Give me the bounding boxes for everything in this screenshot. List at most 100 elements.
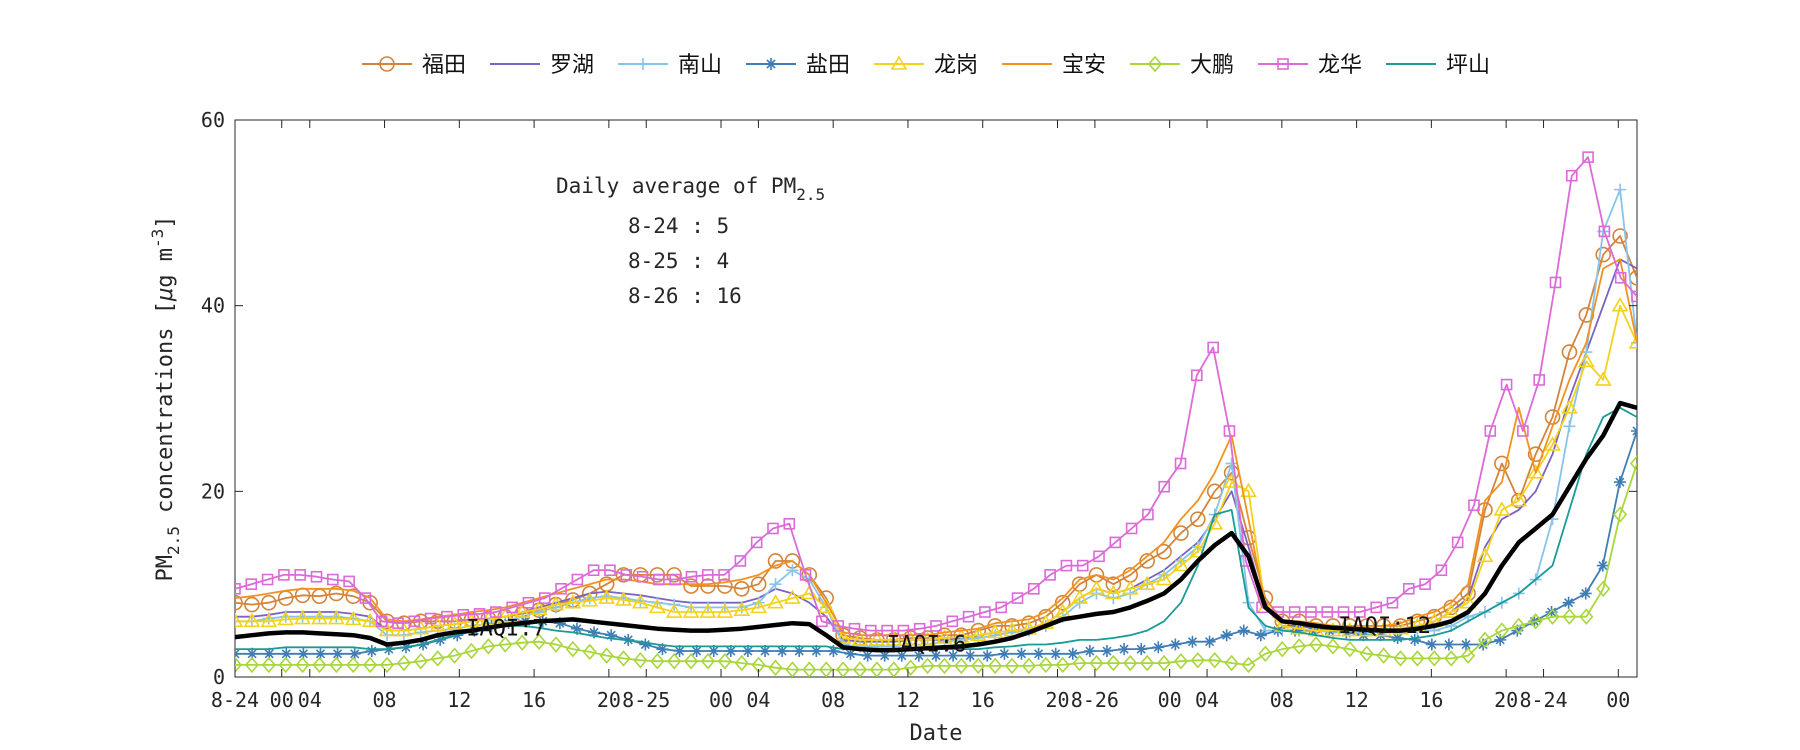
data-point-diamond bbox=[1147, 55, 1163, 73]
data-point-diamond bbox=[988, 657, 1003, 675]
data-point-square bbox=[897, 624, 910, 637]
data-point-square bbox=[864, 624, 877, 637]
data-point-star bbox=[1408, 633, 1421, 646]
data-point-triangle bbox=[1071, 589, 1088, 604]
data-point-triangle bbox=[547, 596, 565, 611]
legend-label: 罗湖 bbox=[550, 53, 594, 78]
data-point-square bbox=[245, 578, 258, 590]
data-point-triangle bbox=[1577, 352, 1595, 368]
data-point-square bbox=[261, 573, 274, 586]
data-point-diamond bbox=[447, 647, 462, 664]
data-point-star bbox=[810, 645, 823, 658]
data-point-square bbox=[832, 620, 844, 632]
data-point-square bbox=[604, 564, 616, 577]
legend-item: 罗湖 bbox=[490, 53, 594, 78]
x-tick-label: 12 bbox=[447, 688, 471, 712]
data-point-square bbox=[1598, 225, 1611, 238]
data-point-square bbox=[685, 570, 698, 583]
data-point-circle bbox=[1105, 576, 1122, 592]
data-point-square bbox=[848, 622, 861, 635]
data-point-diamond bbox=[1123, 654, 1138, 672]
data-point-square bbox=[930, 620, 942, 632]
series-大鹏 bbox=[235, 455, 1637, 677]
data-point-star bbox=[1118, 643, 1131, 656]
data-point-diamond bbox=[278, 656, 293, 674]
data-point-square bbox=[881, 624, 893, 637]
data-point-star bbox=[827, 645, 840, 658]
data-point-star bbox=[1289, 624, 1302, 637]
x-tick-label: 8-26 bbox=[1071, 688, 1119, 712]
data-point-diamond bbox=[616, 650, 631, 667]
data-point-square bbox=[995, 601, 1008, 614]
y-label-pm: PM bbox=[153, 555, 178, 582]
x-axis: 8-24 00 04 08 12 16 20 8-25 00 04 08 12 16 20 8-26 00 04… bbox=[211, 120, 1630, 712]
data-point-square bbox=[1582, 151, 1594, 163]
data-point-circle bbox=[1494, 455, 1510, 472]
y-label-rest: concentrations [ bbox=[153, 301, 178, 526]
data-point-triangle bbox=[851, 631, 869, 646]
y-label-sub: 2.5 bbox=[164, 526, 183, 555]
plot-area bbox=[234, 119, 1638, 678]
x-axis-label: Date bbox=[910, 721, 963, 746]
data-point-triangle bbox=[665, 603, 683, 618]
x-tick-label: 00 bbox=[1606, 688, 1630, 712]
x-tick-label: 00 bbox=[1158, 688, 1182, 712]
data-point-diamond bbox=[785, 661, 800, 677]
data-point-square bbox=[1191, 369, 1203, 382]
data-point-star bbox=[1254, 629, 1267, 642]
data-point-diamond bbox=[667, 652, 682, 670]
y-axis-label: PM2.5 concentrations [μg m-3] bbox=[148, 215, 183, 581]
legend-item: 龙华 bbox=[1258, 53, 1362, 78]
data-point-diamond bbox=[836, 661, 851, 677]
data-point-star bbox=[1032, 647, 1045, 660]
data-point-triangle bbox=[513, 603, 531, 618]
data-point-triangle bbox=[885, 631, 903, 646]
data-point-diamond bbox=[1106, 654, 1121, 672]
data-point-diamond bbox=[819, 661, 834, 677]
data-point-triangle bbox=[581, 592, 599, 607]
data-point-diamond bbox=[1173, 652, 1188, 670]
data-point-diamond bbox=[1376, 647, 1391, 664]
legend: 福田 罗湖 南山 盐田 龙岗 宝安 大鹏 龙华 坪山 bbox=[362, 53, 1490, 78]
data-point-triangle bbox=[564, 594, 582, 609]
data-point-square bbox=[718, 569, 730, 581]
data-point-star bbox=[1203, 635, 1216, 648]
annotations: Daily average of PM2.5 8-24 : 5 8-25 : 4 8-… bbox=[466, 174, 1431, 658]
data-point-triangle bbox=[969, 626, 987, 642]
data-point-star bbox=[1083, 645, 1096, 658]
data-point-star bbox=[246, 647, 259, 660]
data-point-diamond bbox=[464, 642, 479, 660]
data-point-triangle bbox=[327, 609, 345, 625]
x-tick-label: 8-24 bbox=[1519, 688, 1567, 712]
data-point-square bbox=[1500, 378, 1513, 391]
data-point-square bbox=[620, 569, 633, 581]
data-point-diamond bbox=[312, 656, 327, 674]
data-point-triangle bbox=[699, 603, 717, 618]
data-point-plus bbox=[1225, 457, 1238, 470]
data-point-diamond bbox=[1596, 580, 1611, 598]
data-point-diamond bbox=[1156, 654, 1172, 672]
data-point-square bbox=[457, 609, 470, 621]
data-point-diamond bbox=[1325, 638, 1341, 655]
data-point-star bbox=[605, 629, 618, 642]
data-point-triangle bbox=[1594, 371, 1612, 386]
data-point-star bbox=[765, 58, 777, 70]
data-point-diamond bbox=[1292, 638, 1307, 655]
data-point-plus bbox=[637, 58, 649, 70]
data-point-square bbox=[1207, 341, 1219, 354]
data-point-square bbox=[278, 569, 290, 581]
data-point-square bbox=[538, 592, 551, 604]
data-point-triangle bbox=[716, 603, 734, 618]
data-point-star bbox=[707, 645, 720, 658]
data-point-square bbox=[783, 518, 796, 530]
data-point-diamond bbox=[684, 652, 699, 670]
data-point-square bbox=[441, 610, 453, 623]
data-point-square bbox=[734, 555, 747, 567]
data-point-star bbox=[1340, 626, 1353, 639]
data-point-square bbox=[816, 615, 828, 628]
data-point-square bbox=[522, 596, 535, 609]
data-point-diamond bbox=[329, 656, 344, 674]
data-point-triangle bbox=[294, 609, 311, 625]
data-point-plus bbox=[533, 606, 546, 619]
legend-label: 盐田 bbox=[806, 53, 850, 78]
